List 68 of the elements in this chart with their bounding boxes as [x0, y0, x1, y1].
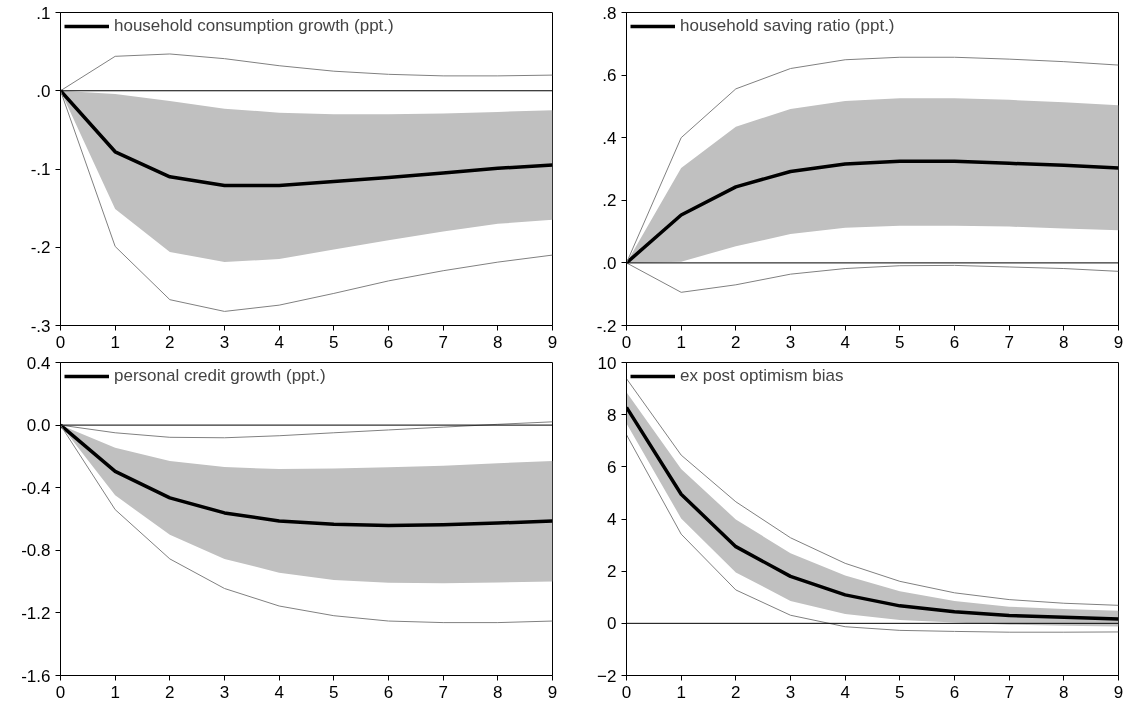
y-tick-label: 6 [607, 457, 617, 477]
y-tick-label: 0.0 [26, 416, 51, 436]
x-tick-label: 1 [110, 682, 120, 702]
x-tick-label: 3 [219, 682, 230, 702]
x-tick-label: 8 [493, 332, 503, 352]
x-tick-label: 2 [731, 332, 741, 352]
x-tick-label: 3 [785, 682, 796, 702]
x-tick-label: 9 [1113, 682, 1124, 702]
x-tick-label: 6 [383, 682, 394, 702]
y-tick-label: .2 [602, 191, 617, 211]
x-tick-label: 1 [676, 682, 686, 702]
x-tick-label: 5 [329, 332, 339, 352]
y-tick-label: 4 [607, 510, 617, 529]
y-tick-label: -.1 [30, 160, 51, 179]
y-tick-label: .1 [36, 3, 51, 23]
x-tick-label: 6 [949, 332, 960, 352]
x-tick-label: 8 [1059, 332, 1069, 352]
x-tick-label: 2 [731, 682, 741, 702]
x-tick-label: 8 [493, 682, 503, 702]
x-tick-label: 7 [1004, 332, 1014, 352]
y-tick-label: .8 [602, 3, 617, 23]
x-tick-label: 7 [438, 332, 448, 352]
x-tick-label: 0 [55, 332, 66, 352]
y-tick-label: 0.4 [26, 353, 51, 373]
x-tick-label: 7 [438, 682, 448, 702]
y-tick-label: -1.2 [21, 603, 51, 623]
x-tick-label: 4 [840, 682, 850, 702]
y-tick-label: .0 [36, 81, 51, 101]
x-tick-label: 1 [676, 332, 686, 352]
x-tick-label: 4 [274, 332, 284, 352]
x-tick-label: 3 [785, 332, 796, 352]
x-tick-label: 0 [55, 682, 66, 702]
y-tick-label: -0.8 [21, 541, 51, 561]
y-tick-label: 0 [607, 614, 617, 634]
x-tick-label: 4 [840, 332, 850, 352]
x-tick-label: 2 [165, 332, 175, 352]
x-tick-label: 0 [621, 682, 632, 702]
y-tick-label: −2 [597, 666, 617, 686]
x-tick-label: 6 [383, 332, 394, 352]
y-tick-label: 2 [607, 562, 617, 582]
x-tick-label: 6 [949, 682, 960, 702]
x-tick-label: 8 [1059, 682, 1069, 702]
x-tick-label: 2 [165, 682, 175, 702]
y-tick-label: -0.4 [21, 478, 51, 498]
x-tick-label: 5 [895, 332, 905, 352]
y-tick-label: -.3 [30, 316, 51, 336]
y-tick-label: .6 [602, 66, 617, 86]
x-tick-label: 9 [1113, 332, 1124, 352]
legend-label: ex post optimism bias [680, 366, 844, 386]
y-tick-label: -.2 [596, 316, 617, 336]
y-tick-label: 10 [597, 353, 617, 373]
legend-label: household consumption growth (ppt.) [114, 16, 394, 36]
y-tick-label: .4 [602, 128, 617, 148]
x-tick-label: 4 [274, 682, 284, 702]
x-tick-label: 5 [895, 682, 905, 702]
legend-label: household saving ratio (ppt.) [680, 16, 895, 36]
y-tick-label: -.2 [30, 238, 51, 258]
x-tick-label: 3 [219, 332, 230, 352]
x-tick-label: 9 [547, 332, 558, 352]
x-tick-label: 9 [547, 682, 558, 702]
y-tick-label: .0 [602, 253, 617, 273]
x-tick-label: 0 [621, 332, 632, 352]
x-tick-label: 1 [110, 332, 120, 352]
y-tick-label: -1.6 [21, 666, 51, 686]
x-tick-label: 5 [329, 682, 339, 702]
x-tick-label: 7 [1004, 682, 1014, 702]
legend-label: personal credit growth (ppt.) [114, 366, 326, 386]
y-tick-label: 8 [607, 405, 617, 425]
